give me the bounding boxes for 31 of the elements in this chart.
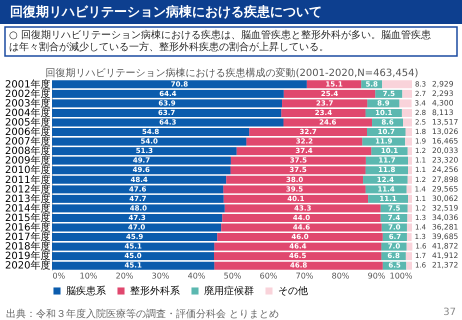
x-tick-label: 20%: [116, 272, 134, 280]
x-tick-label: 90%: [368, 272, 386, 280]
x-tick-label: 100%: [390, 272, 413, 280]
x-tick-label: 30%: [152, 272, 170, 280]
legend-label: 脳疾患系: [66, 285, 106, 297]
legend-label: 廃用症候群: [204, 285, 254, 297]
y-tick-label: 2004年度: [5, 106, 50, 119]
y-tick-label: 2020年度: [5, 260, 50, 272]
x-tick-label: 40%: [188, 272, 206, 280]
x-tick-label: 10%: [80, 272, 98, 280]
y-tick-label: 2011年度: [5, 174, 50, 186]
y-tick-label: 2001年度: [5, 78, 50, 90]
x-tick-label: 0%: [52, 272, 66, 280]
y-tick-label: 2003年度: [5, 97, 50, 110]
x-tick-label: 70%: [296, 272, 314, 280]
y-tick-label: 2005年度: [5, 116, 50, 128]
y-tick-label: 2002年度: [5, 88, 50, 100]
y-tick-label: 2012年度: [5, 183, 50, 196]
chart-subtitle: ○ 回復期リハビリテーション病棟における疾患は、脳血管疾患と整形外科が多い。脳血管疾患は年々割合が減少している一方、整形外科疾患の割合が上昇している。: [9, 29, 431, 53]
legend-label: 整形外科系: [130, 285, 180, 297]
x-tick-label: 80%: [332, 272, 350, 280]
y-tick-label: 2015年度: [5, 212, 50, 224]
y-tick-label: 2013年度: [5, 192, 50, 205]
text: 37: [443, 307, 456, 318]
chart-title: 回復期リハビリテーション病棟における疾患について: [10, 4, 322, 20]
x-tick-label: 60%: [260, 272, 278, 280]
legend-label: その他: [278, 285, 308, 297]
x-tick-label: 50%: [224, 272, 242, 280]
source-note: 出典：令和３年度入院医療等の調査・評価分科会 とりまとめ: [6, 308, 280, 320]
text: 回復期リハビリテーション病棟における疾患構成の変動(2001-2020,N=463,454): [46, 67, 418, 79]
y-tick-label: 2014年度: [5, 202, 50, 214]
